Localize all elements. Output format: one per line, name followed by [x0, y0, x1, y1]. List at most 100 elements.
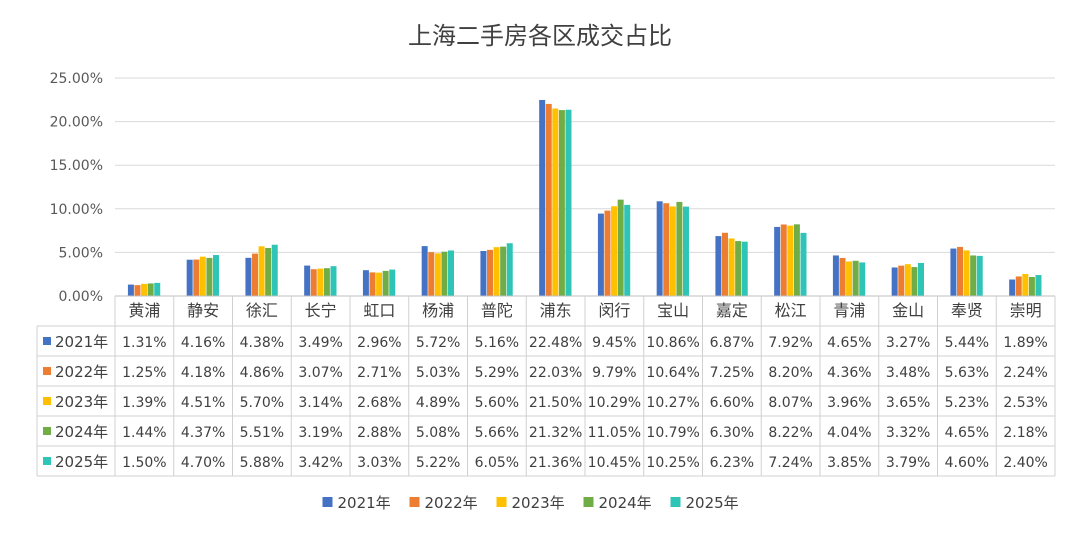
- bar: [480, 251, 487, 296]
- bar: [1022, 273, 1029, 296]
- legend-swatch: [670, 497, 681, 507]
- data-label: 5.72%: [416, 335, 460, 351]
- data-label: 7.24%: [768, 455, 812, 471]
- data-label: 3.42%: [298, 455, 342, 471]
- chart-title: 上海二手房各区成交占比: [408, 22, 672, 50]
- data-label: 9.45%: [592, 335, 636, 351]
- bar: [245, 257, 252, 296]
- data-label: 4.89%: [416, 395, 460, 411]
- data-label: 3.96%: [827, 395, 871, 411]
- data-label: 10.86%: [646, 335, 699, 351]
- bar: [832, 255, 839, 296]
- legend-label: 2024年: [599, 494, 652, 512]
- data-label: 5.08%: [416, 425, 460, 441]
- bar: [448, 250, 454, 296]
- data-label: 5.66%: [475, 425, 519, 441]
- category-label: 徐汇: [246, 301, 278, 320]
- bar: [656, 201, 663, 296]
- data-label: 7.25%: [710, 365, 754, 381]
- data-label: 1.50%: [122, 455, 166, 471]
- data-label: 5.22%: [416, 455, 460, 471]
- gridlines: [115, 77, 1055, 253]
- bar: [970, 255, 977, 296]
- bar: [213, 255, 219, 296]
- data-label: 10.64%: [646, 365, 699, 381]
- data-label: 10.27%: [646, 395, 699, 411]
- y-tick-label: 0.00%: [59, 289, 103, 305]
- data-label: 4.60%: [945, 455, 989, 471]
- bar: [310, 269, 317, 296]
- data-label: 21.32%: [529, 425, 582, 441]
- bar: [493, 247, 500, 296]
- bar: [1028, 276, 1035, 296]
- legend-label: 2023年: [512, 494, 565, 512]
- bar: [898, 265, 905, 296]
- legend-swatch: [322, 497, 333, 507]
- bar: [957, 246, 963, 296]
- bar: [735, 241, 742, 296]
- table-series-name: 2023年: [55, 393, 108, 411]
- table-series-name: 2022年: [55, 363, 108, 381]
- category-label: 崇明: [1010, 301, 1042, 320]
- category-label: 奉贤: [951, 301, 983, 320]
- bar: [787, 225, 794, 296]
- category-label: 青浦: [833, 301, 865, 320]
- bar: [539, 99, 546, 296]
- data-label: 3.49%: [298, 335, 342, 351]
- data-label: 11.05%: [588, 425, 641, 441]
- bar: [611, 206, 618, 296]
- bar: [663, 203, 670, 296]
- category-label: 浦东: [540, 301, 572, 320]
- data-label: 2.18%: [1003, 425, 1047, 441]
- category-label: 静安: [187, 301, 219, 320]
- bar: [624, 204, 631, 296]
- data-label: 3.85%: [827, 455, 871, 471]
- data-label: 10.45%: [588, 455, 641, 471]
- data-label: 6.60%: [710, 395, 754, 411]
- legend-swatch: [409, 497, 420, 507]
- bar: [852, 260, 859, 296]
- data-label: 5.70%: [240, 395, 284, 411]
- bar: [500, 246, 507, 296]
- data-label: 5.60%: [475, 395, 519, 411]
- data-label: 6.05%: [475, 455, 519, 471]
- bar: [617, 199, 624, 296]
- table-series-name: 2021年: [55, 333, 108, 351]
- data-label: 4.65%: [827, 335, 871, 351]
- data-label: 6.30%: [710, 425, 754, 441]
- category-label: 杨浦: [422, 301, 454, 320]
- data-label: 10.25%: [646, 455, 699, 471]
- data-label: 10.79%: [646, 425, 699, 441]
- data-label: 5.16%: [475, 335, 519, 351]
- bar: [846, 261, 853, 296]
- category-label: 金山: [892, 301, 924, 320]
- bar: [950, 248, 957, 296]
- data-label: 3.48%: [886, 365, 930, 381]
- bar: [376, 272, 383, 296]
- bar: [604, 210, 611, 296]
- table-series-swatch: [43, 367, 51, 375]
- bar: [323, 268, 330, 296]
- data-label: 5.29%: [475, 365, 519, 381]
- data-label: 4.38%: [240, 335, 284, 351]
- bar: [434, 253, 441, 296]
- table-series-swatch: [43, 457, 51, 465]
- table-series-name: 2024年: [55, 423, 108, 441]
- bar: [545, 103, 552, 297]
- bar: [793, 224, 800, 296]
- data-label: 3.27%: [886, 335, 930, 351]
- bar: [317, 268, 324, 296]
- data-label: 7.92%: [768, 335, 812, 351]
- table-series-swatch: [43, 427, 51, 435]
- data-label: 3.07%: [298, 365, 342, 381]
- data-label: 3.03%: [357, 455, 401, 471]
- bar: [669, 206, 676, 296]
- bar: [911, 267, 918, 296]
- bar: [963, 250, 970, 296]
- data-label: 2.40%: [1003, 455, 1047, 471]
- data-label: 2.71%: [357, 365, 401, 381]
- bar: [558, 110, 565, 296]
- bar: [683, 206, 689, 296]
- bar: [441, 251, 448, 296]
